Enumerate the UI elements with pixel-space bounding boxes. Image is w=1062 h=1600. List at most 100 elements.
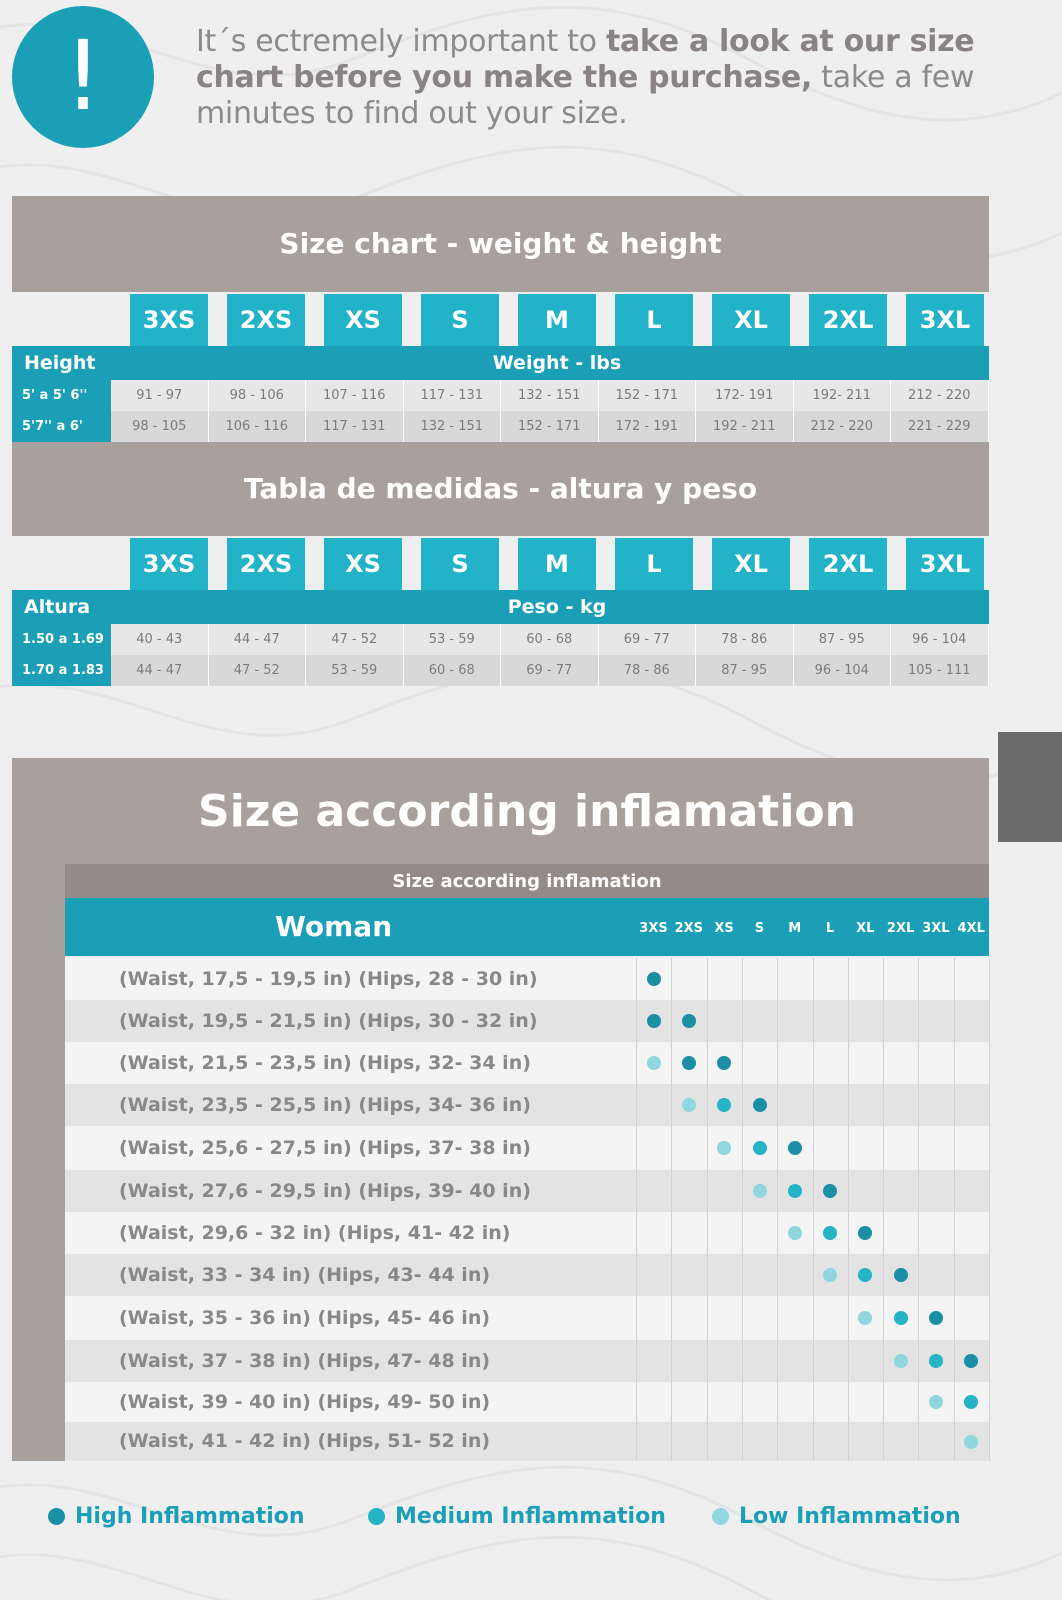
inflammation-dot-low	[858, 1311, 873, 1325]
infl-size-s: S	[754, 921, 765, 936]
altura-label: Altura	[24, 596, 91, 618]
size-header-3xl: 3XL	[906, 294, 984, 346]
grid-line	[812, 958, 814, 1461]
inflammation-dot-high	[646, 1014, 661, 1028]
inflammation-dot-low	[646, 1056, 661, 1070]
table-cell: 172- 191	[696, 380, 794, 411]
table-row: (Waist, 23,5 - 25,5 in) (Hips, 34- 36 in…	[65, 1084, 989, 1126]
legend-medium-label: Medium Inflammation	[395, 1504, 666, 1529]
metric-title: Tabla de medidas - altura y peso	[243, 472, 758, 505]
table-cell: 212 - 220	[794, 411, 891, 442]
size-header-2xl: 2XL	[809, 538, 887, 590]
low-dot-icon	[712, 1508, 729, 1525]
measurement-label: (Waist, 25,6 - 27,5 in) (Hips, 37- 38 in…	[119, 1137, 531, 1159]
inflammation-dot-medium	[964, 1395, 979, 1409]
table-row: (Waist, 41 - 42 in) (Hips, 51- 52 in)	[65, 1422, 989, 1461]
inflammation-header: Woman 3XS 2XS XS S M L XL 2XL 3XL 4XL	[65, 898, 989, 956]
height-label: Height	[24, 352, 96, 374]
table-row: (Waist, 17,5 - 19,5 in) (Hips, 28 - 30 i…	[65, 958, 989, 1000]
grid-line	[953, 958, 955, 1461]
table-cell: 47 - 52	[209, 655, 306, 686]
measurement-label: (Waist, 35 - 36 in) (Hips, 45- 46 in)	[119, 1307, 491, 1329]
table-row: 5' a 5' 6'' 91 - 97 98 - 106 107 - 116 117 -…	[12, 380, 989, 411]
infl-size-2xl: 2XL	[886, 921, 915, 936]
table-cell: 69 - 77	[599, 624, 696, 655]
exclamation-glyph: !	[63, 20, 103, 132]
size-header-l: L	[615, 294, 693, 346]
size-header-m: M	[518, 294, 596, 346]
grid-line	[989, 958, 990, 1461]
grid-line	[847, 958, 849, 1461]
table-cell: 98 - 106	[209, 380, 306, 411]
legend-high-label: High Inflammation	[75, 1504, 305, 1529]
table-cell: 69 - 77	[501, 655, 599, 686]
woman-label: Woman	[275, 910, 393, 943]
measurement-label: (Waist, 37 - 38 in) (Hips, 47- 48 in)	[119, 1350, 491, 1372]
size-header-m: M	[518, 538, 596, 590]
inflammation-dot-low	[893, 1354, 908, 1368]
grid-line	[883, 958, 885, 1461]
table-row: (Waist, 21,5 - 23,5 in) (Hips, 32- 34 in…	[65, 1042, 989, 1084]
inflammation-dot-medium	[787, 1184, 802, 1198]
size-header-xs: XS	[324, 538, 402, 590]
table-cell: 132 - 151	[501, 380, 599, 411]
inflammation-dot-high	[858, 1226, 873, 1240]
grid-line	[777, 958, 779, 1461]
table-cell: 78 - 86	[696, 624, 794, 655]
table-row: (Waist, 19,5 - 21,5 in) (Hips, 30 - 32 i…	[65, 1000, 989, 1042]
table-row: 1.70 a 1.83 44 - 47 47 - 52 53 - 59 60 - 68 6…	[12, 655, 989, 686]
table-row: (Waist, 37 - 38 in) (Hips, 47- 48 in)	[65, 1340, 989, 1382]
measurement-label: (Waist, 33 - 34 in) (Hips, 43- 44 in)	[119, 1264, 491, 1286]
table-row: (Waist, 33 - 34 in) (Hips, 43- 44 in)	[65, 1254, 989, 1296]
table-cell: 152 - 171	[501, 411, 599, 442]
grid-line	[918, 958, 920, 1461]
measurement-label: (Waist, 39 - 40 in) (Hips, 49- 50 in)	[119, 1391, 491, 1413]
imperial-size-row: 3XS 2XS XS S M L XL 2XL 3XL	[130, 294, 1003, 346]
inflammation-dot-high	[964, 1354, 979, 1368]
inflammation-dot-low	[823, 1268, 838, 1282]
table-cell: 87 - 95	[794, 624, 891, 655]
size-header-l: L	[615, 538, 693, 590]
table-cell: 60 - 68	[404, 655, 501, 686]
legend-low: Low Inflammation	[712, 1504, 961, 1529]
high-dot-icon	[48, 1508, 65, 1525]
table-cell: 132 - 151	[404, 411, 501, 442]
infl-size-3xs: 3XS	[639, 921, 668, 936]
infl-size-2xs: 2XS	[674, 921, 704, 936]
inflammation-dot-medium	[752, 1141, 767, 1155]
size-header-3xs: 3XS	[130, 538, 208, 590]
inflammation-dot-high	[646, 972, 661, 986]
inflammation-dot-high	[681, 1056, 696, 1070]
inflammation-dot-medium	[893, 1311, 908, 1325]
table-row: (Waist, 35 - 36 in) (Hips, 45- 46 in)	[65, 1296, 989, 1340]
inflammation-dot-high	[787, 1141, 802, 1155]
legend-low-label: Low Inflammation	[739, 1504, 961, 1529]
table-cell: 107 - 116	[306, 380, 404, 411]
metric-title-band: Tabla de medidas - altura y peso	[12, 442, 989, 536]
table-row: (Waist, 27,6 - 29,5 in) (Hips, 39- 40 in…	[65, 1170, 989, 1212]
size-header-s: S	[421, 294, 499, 346]
measurement-label: (Waist, 41 - 42 in) (Hips, 51- 52 in)	[119, 1430, 491, 1452]
table-cell: 117 - 131	[306, 411, 404, 442]
size-header-s: S	[421, 538, 499, 590]
notice-text-part1: It´s ectremely important to	[196, 24, 606, 59]
size-header-xs: XS	[324, 294, 402, 346]
infl-size-xs: XS	[714, 921, 734, 936]
size-header-xl: XL	[712, 538, 790, 590]
size-header-2xl: 2XL	[809, 294, 887, 346]
inflammation-dot-high	[717, 1056, 732, 1070]
row-label: 1.70 a 1.83	[12, 655, 111, 686]
inflammation-dot-medium	[823, 1226, 838, 1240]
table-cell: 87 - 95	[696, 655, 794, 686]
grid-line	[706, 958, 708, 1461]
row-label: 5' a 5' 6''	[12, 380, 111, 411]
peso-label: Peso - kg	[507, 596, 607, 618]
imperial-title: Size chart - weight & height	[279, 227, 722, 260]
size-header-3xs: 3XS	[130, 294, 208, 346]
inflammation-dot-low	[717, 1141, 732, 1155]
row-label: 1.50 a 1.69	[12, 624, 111, 655]
table-cell: 44 - 47	[111, 655, 209, 686]
table-row: (Waist, 39 - 40 in) (Hips, 49- 50 in)	[65, 1382, 989, 1422]
table-cell: 221 - 229	[891, 411, 989, 442]
measurement-label: (Waist, 27,6 - 29,5 in) (Hips, 39- 40 in…	[119, 1180, 531, 1202]
